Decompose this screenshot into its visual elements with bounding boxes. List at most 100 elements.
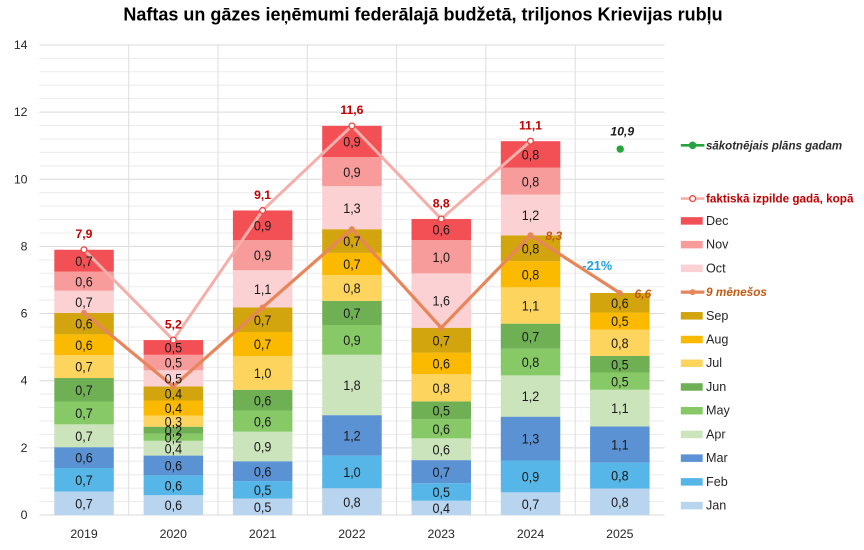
svg-text:1,8: 1,8 [343,377,361,393]
svg-text:0,8: 0,8 [611,494,629,510]
svg-text:8,8: 8,8 [433,196,450,210]
svg-text:0,6: 0,6 [75,316,93,332]
svg-text:0,4: 0,4 [165,440,183,456]
svg-text:0,8: 0,8 [343,494,361,510]
svg-text:8,3: 8,3 [546,229,563,243]
svg-text:14: 14 [14,38,28,52]
svg-text:0,9: 0,9 [343,164,361,180]
svg-text:10: 10 [14,172,28,186]
svg-text:0,7: 0,7 [75,382,93,398]
svg-text:Sep: Sep [706,309,728,323]
svg-text:0,6: 0,6 [75,337,93,353]
svg-text:2020: 2020 [160,527,188,541]
svg-text:0,7: 0,7 [433,332,451,348]
svg-text:0,4: 0,4 [165,400,183,416]
svg-text:1,0: 1,0 [254,365,272,381]
svg-text:0,7: 0,7 [75,472,93,488]
svg-text:0,5: 0,5 [254,482,272,498]
svg-text:0,6: 0,6 [165,458,183,474]
svg-text:1,6: 1,6 [433,293,451,309]
svg-text:0,6: 0,6 [75,273,93,289]
svg-text:-21%: -21% [583,259,613,273]
svg-text:0,2: 0,2 [165,429,183,445]
svg-text:1,0: 1,0 [343,464,361,480]
svg-text:0,7: 0,7 [343,305,361,321]
svg-text:Oct: Oct [706,261,726,275]
svg-text:0,7: 0,7 [75,495,93,511]
svg-text:0,9: 0,9 [343,332,361,348]
svg-text:0,6: 0,6 [75,450,93,466]
svg-text:0,7: 0,7 [433,464,451,480]
svg-text:Jan: Jan [706,499,726,513]
svg-text:Jun: Jun [706,380,726,394]
svg-text:0,5: 0,5 [254,499,272,515]
svg-text:8: 8 [21,239,28,253]
svg-text:0,6: 0,6 [254,413,272,429]
svg-text:7,9: 7,9 [76,227,93,241]
svg-text:1,1: 1,1 [611,437,629,453]
svg-text:0,7: 0,7 [75,359,93,375]
svg-text:0,6: 0,6 [165,477,183,493]
svg-text:1,2: 1,2 [343,428,361,444]
svg-text:11,1: 11,1 [519,118,542,132]
svg-text:12: 12 [14,105,28,119]
svg-text:0,7: 0,7 [522,328,540,344]
svg-text:0,7: 0,7 [75,253,93,269]
svg-text:0,6: 0,6 [433,355,451,371]
svg-text:0,7: 0,7 [75,294,93,310]
svg-text:0,8: 0,8 [522,173,540,189]
svg-text:0,6: 0,6 [611,295,629,311]
svg-text:0,7: 0,7 [75,428,93,444]
svg-text:10,9: 10,9 [610,125,634,139]
svg-text:0,9: 0,9 [254,439,272,455]
svg-text:6,6: 6,6 [635,287,652,301]
svg-text:0,5: 0,5 [165,370,183,386]
svg-text:Jul: Jul [706,356,722,370]
svg-text:2021: 2021 [249,527,277,541]
svg-text:Naftas un gāzes ieņēmumi feder: Naftas un gāzes ieņēmumi federālajā budž… [123,5,722,25]
svg-text:1,1: 1,1 [522,298,540,314]
svg-text:0,6: 0,6 [254,463,272,479]
svg-text:0,8: 0,8 [611,468,629,484]
svg-text:0,5: 0,5 [611,313,629,329]
svg-text:0,9: 0,9 [343,134,361,150]
svg-text:0,4: 0,4 [433,500,451,516]
svg-text:0,6: 0,6 [165,497,183,513]
svg-text:0,2: 0,2 [165,422,183,438]
svg-text:1,1: 1,1 [254,281,272,297]
svg-text:0,7: 0,7 [343,233,361,249]
svg-text:0,3: 0,3 [165,413,183,429]
svg-text:0: 0 [21,508,28,522]
svg-text:0,4: 0,4 [165,386,183,402]
svg-text:1,0: 1,0 [433,249,451,265]
svg-text:Apr: Apr [706,427,726,441]
svg-text:0,5: 0,5 [611,373,629,389]
svg-text:0,8: 0,8 [522,266,540,282]
svg-text:4: 4 [21,374,28,388]
svg-text:Dec: Dec [706,214,728,228]
svg-text:5,2: 5,2 [165,317,182,331]
svg-text:6: 6 [21,307,28,321]
svg-text:0,9: 0,9 [522,469,540,485]
svg-text:0,9: 0,9 [254,217,272,233]
svg-text:Nov: Nov [706,238,729,252]
svg-text:sākotnējais plāns gadam: sākotnējais plāns gadam [706,140,842,152]
svg-text:0,5: 0,5 [165,355,183,371]
svg-text:0,7: 0,7 [254,336,272,352]
svg-text:0,9: 0,9 [254,247,272,263]
svg-text:0,8: 0,8 [343,280,361,296]
svg-text:May: May [706,404,730,418]
svg-text:0,8: 0,8 [522,147,540,163]
svg-text:0,5: 0,5 [433,402,451,418]
svg-text:9 mēnešos: 9 mēnešos [706,285,767,299]
svg-text:Aug: Aug [706,333,728,347]
svg-text:1,2: 1,2 [522,207,540,223]
svg-text:0,7: 0,7 [522,496,540,512]
svg-text:0,5: 0,5 [165,340,183,356]
svg-text:1,1: 1,1 [611,400,629,416]
svg-text:2025: 2025 [606,527,634,541]
svg-text:0,7: 0,7 [75,405,93,421]
svg-text:0,7: 0,7 [343,256,361,272]
svg-text:0,8: 0,8 [433,380,451,396]
svg-text:0,6: 0,6 [254,392,272,408]
